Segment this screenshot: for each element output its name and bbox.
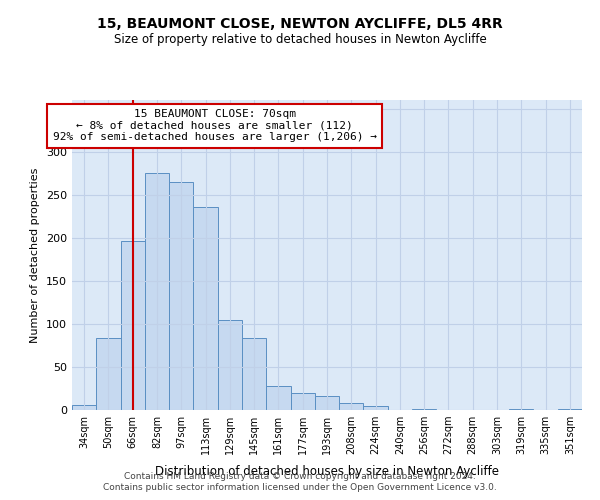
Text: 15 BEAUMONT CLOSE: 70sqm
← 8% of detached houses are smaller (112)
92% of semi-d: 15 BEAUMONT CLOSE: 70sqm ← 8% of detache… [53, 110, 377, 142]
Bar [364, 406, 388, 410]
Y-axis label: Number of detached properties: Number of detached properties [31, 168, 40, 342]
Bar [169, 182, 193, 410]
Bar [266, 386, 290, 410]
Bar [412, 409, 436, 410]
Bar [193, 207, 218, 410]
X-axis label: Distribution of detached houses by size in Newton Aycliffe: Distribution of detached houses by size … [155, 466, 499, 478]
Bar [218, 320, 242, 410]
Bar [315, 396, 339, 410]
Bar [290, 393, 315, 410]
Bar [242, 338, 266, 410]
Bar [121, 241, 145, 410]
Bar [558, 409, 582, 410]
Bar [509, 409, 533, 410]
Text: Contains public sector information licensed under the Open Government Licence v3: Contains public sector information licen… [103, 484, 497, 492]
Text: Contains HM Land Registry data © Crown copyright and database right 2024.: Contains HM Land Registry data © Crown c… [124, 472, 476, 481]
Text: 15, BEAUMONT CLOSE, NEWTON AYCLIFFE, DL5 4RR: 15, BEAUMONT CLOSE, NEWTON AYCLIFFE, DL5… [97, 18, 503, 32]
Bar [339, 403, 364, 410]
Bar [96, 338, 121, 410]
Bar [72, 405, 96, 410]
Bar [145, 173, 169, 410]
Text: Size of property relative to detached houses in Newton Aycliffe: Size of property relative to detached ho… [113, 32, 487, 46]
